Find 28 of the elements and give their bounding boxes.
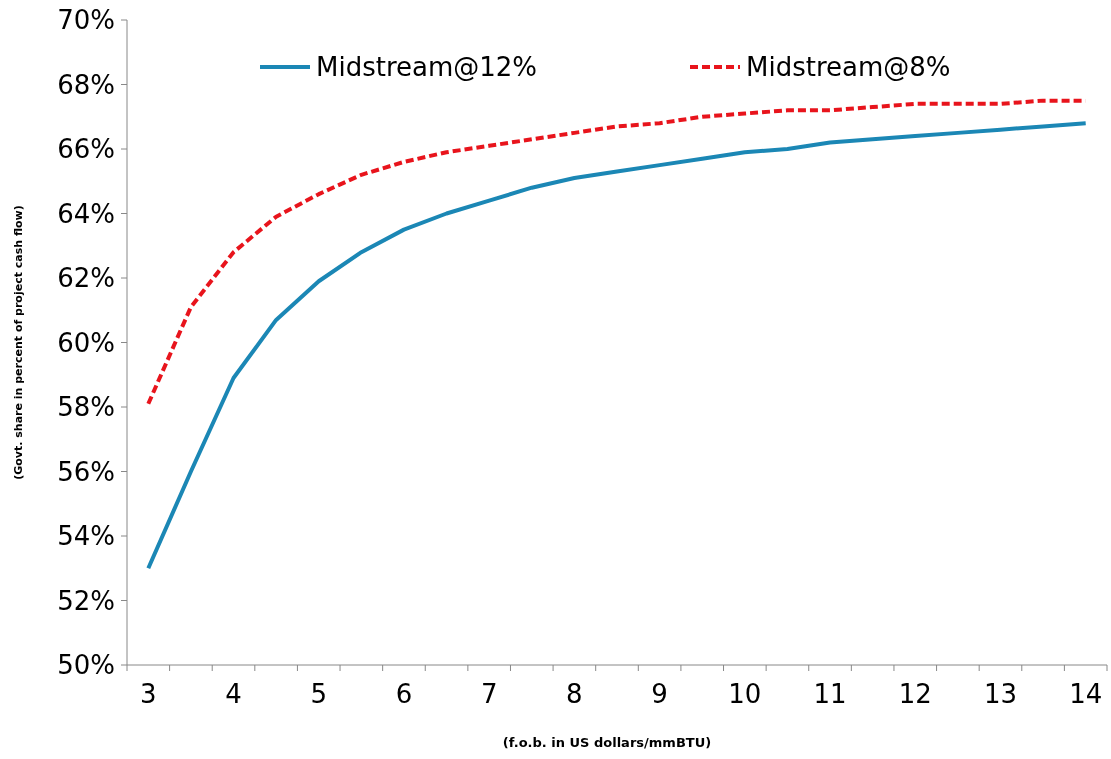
- x-tick-label: 9: [651, 679, 668, 709]
- x-tick-label: 3: [140, 679, 157, 709]
- y-tick-label: 66%: [57, 134, 115, 165]
- x-tick-label: 8: [566, 679, 583, 709]
- y-tick-label: 64%: [57, 198, 115, 229]
- x-tick-label: 12: [898, 679, 932, 709]
- x-tick-label: 10: [728, 679, 762, 709]
- x-axis-title: (f.o.b. in US dollars/mmBTU): [502, 735, 712, 750]
- y-axis-title: (Govt. share in percent of project cash flow): [12, 205, 25, 480]
- y-tick-label: 58%: [57, 392, 115, 423]
- y-tick-label: 56%: [57, 456, 115, 487]
- y-tick-label: 68%: [57, 69, 115, 100]
- x-tick-label: 7: [480, 679, 498, 709]
- y-tick-label: 60%: [57, 327, 115, 358]
- y-tick-label: 62%: [57, 263, 115, 294]
- line-series: [146, 121, 1088, 571]
- x-tick-label: 6: [395, 679, 413, 709]
- legend-label: Midstream@12%: [316, 52, 538, 83]
- y-tick-label: 50%: [57, 650, 115, 681]
- x-tick-label: 11: [813, 679, 847, 709]
- y-tick-label: 52%: [57, 585, 115, 616]
- x-tick-label: 5: [310, 679, 328, 709]
- legend-label: Midstream@8%: [746, 52, 951, 83]
- y-tick-label: 54%: [57, 521, 115, 552]
- x-tick-label: 14: [1069, 679, 1103, 709]
- y-tick-label: 70%: [57, 5, 115, 36]
- x-tick-label: 13: [983, 679, 1018, 709]
- x-tick-label: 4: [225, 679, 242, 709]
